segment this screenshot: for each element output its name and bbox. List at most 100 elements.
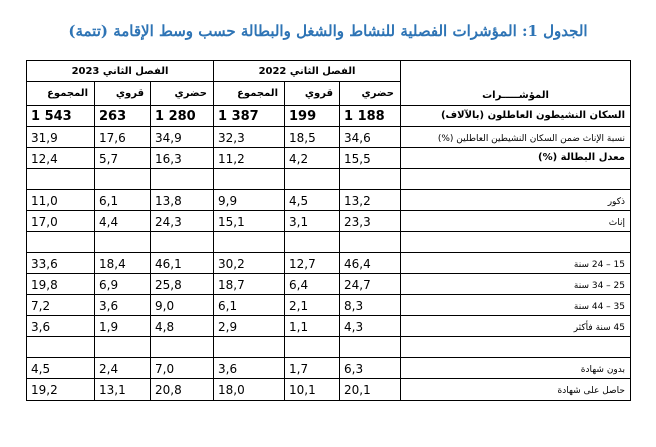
row-label — [401, 232, 631, 253]
cell-total-2022: 2,9 — [214, 316, 285, 337]
cell-urban-2023: 24,3 — [151, 211, 214, 232]
header-rural-2023: قروي — [95, 82, 151, 106]
cell-urban-2022: 1 188 — [340, 106, 401, 127]
cell-total-2023: 17,0 — [26, 211, 95, 232]
cell-total-2022: 18,0 — [214, 379, 285, 401]
cell-rural-2023 — [95, 232, 151, 253]
cell-rural-2023: 13,1 — [95, 379, 151, 401]
header-urban-2023: حضري — [151, 82, 214, 106]
cell-rural-2022 — [285, 232, 340, 253]
cell-urban-2023: 9,0 — [151, 295, 214, 316]
cell-rural-2023: 18,4 — [95, 253, 151, 274]
cell-total-2023: 33,6 — [26, 253, 95, 274]
cell-rural-2022: 199 — [285, 106, 340, 127]
cell-urban-2022: 34,6 — [340, 127, 401, 148]
cell-total-2022: 6,1 — [214, 295, 285, 316]
header-period-2022: الفصل الثاني 2022 — [214, 60, 401, 82]
cell-rural-2022: 12,7 — [285, 253, 340, 274]
cell-rural-2022: 18,5 — [285, 127, 340, 148]
row-label: 15 – 24 سنة — [401, 253, 631, 274]
cell-urban-2022 — [340, 169, 401, 190]
cell-total-2022 — [214, 169, 285, 190]
row-label: معدل البطالة (%) — [401, 148, 631, 169]
cell-total-2023: 11,0 — [26, 190, 95, 211]
cell-rural-2022 — [285, 169, 340, 190]
cell-urban-2022: 4,3 — [340, 316, 401, 337]
cell-total-2023: 19,2 — [26, 379, 95, 401]
table-title: الجدول 1: المؤشرات الفصلية للنشاط والشغل… — [68, 22, 588, 40]
cell-urban-2023: 4,8 — [151, 316, 214, 337]
cell-urban-2022: 23,3 — [340, 211, 401, 232]
cell-total-2023 — [26, 232, 95, 253]
cell-rural-2023: 1,9 — [95, 316, 151, 337]
cell-urban-2023: 25,8 — [151, 274, 214, 295]
cell-rural-2022: 6,4 — [285, 274, 340, 295]
cell-rural-2022: 1,1 — [285, 316, 340, 337]
row-label: 35 – 44 سنة — [401, 295, 631, 316]
row-label: نسبة الإناث ضمن السكان النشيطين العاطلين… — [401, 127, 631, 148]
cell-rural-2023: 6,1 — [95, 190, 151, 211]
header-total-2022: المجموع — [214, 82, 285, 106]
cell-urban-2022 — [340, 337, 401, 358]
header-period-2023: الفصل الثاني 2023 — [26, 60, 214, 82]
cell-rural-2022: 10,1 — [285, 379, 340, 401]
row-label: بدون شهادة — [401, 358, 631, 379]
cell-total-2022: 1 387 — [214, 106, 285, 127]
cell-urban-2023: 34,9 — [151, 127, 214, 148]
cell-urban-2022: 8,3 — [340, 295, 401, 316]
row-label: 25 – 34 سنة — [401, 274, 631, 295]
cell-total-2022: 3,6 — [214, 358, 285, 379]
cell-urban-2022: 20,1 — [340, 379, 401, 401]
cell-total-2023: 31,9 — [26, 127, 95, 148]
row-label — [401, 169, 631, 190]
cell-total-2022: 15,1 — [214, 211, 285, 232]
cell-urban-2023 — [151, 169, 214, 190]
cell-urban-2023: 16,3 — [151, 148, 214, 169]
cell-rural-2023: 5,7 — [95, 148, 151, 169]
cell-total-2022 — [214, 232, 285, 253]
row-label: ذكور — [401, 190, 631, 211]
cell-total-2023: 1 543 — [26, 106, 95, 127]
cell-rural-2023: 3,6 — [95, 295, 151, 316]
cell-rural-2022: 1,7 — [285, 358, 340, 379]
cell-rural-2023: 17,6 — [95, 127, 151, 148]
cell-urban-2022: 46,4 — [340, 253, 401, 274]
cell-urban-2023: 7,0 — [151, 358, 214, 379]
cell-rural-2023: 2,4 — [95, 358, 151, 379]
cell-urban-2022 — [340, 232, 401, 253]
cell-urban-2023 — [151, 337, 214, 358]
cell-rural-2023: 4,4 — [95, 211, 151, 232]
cell-total-2022: 18,7 — [214, 274, 285, 295]
cell-total-2023: 3,6 — [26, 316, 95, 337]
cell-total-2022: 9,9 — [214, 190, 285, 211]
row-label: السكان النشيطون العاطلون (بالآلاف) — [401, 106, 631, 127]
cell-urban-2022: 6,3 — [340, 358, 401, 379]
cell-urban-2023: 1 280 — [151, 106, 214, 127]
cell-total-2023: 4,5 — [26, 358, 95, 379]
header-indicators: المؤشـــــرات — [401, 60, 631, 106]
header-total-2023: المجموع — [26, 82, 95, 106]
cell-total-2022: 30,2 — [214, 253, 285, 274]
cell-total-2023 — [26, 337, 95, 358]
cell-rural-2023 — [95, 337, 151, 358]
cell-urban-2023: 46,1 — [151, 253, 214, 274]
cell-total-2022: 32,3 — [214, 127, 285, 148]
cell-rural-2022: 2,1 — [285, 295, 340, 316]
header-rural-2022: قروي — [285, 82, 340, 106]
cell-rural-2022 — [285, 337, 340, 358]
cell-urban-2022: 13,2 — [340, 190, 401, 211]
cell-total-2023 — [26, 169, 95, 190]
header-urban-2022: حضري — [340, 82, 401, 106]
cell-urban-2023 — [151, 232, 214, 253]
row-label: حاصل على شهادة — [401, 379, 631, 401]
cell-total-2023: 19,8 — [26, 274, 95, 295]
cell-rural-2023 — [95, 169, 151, 190]
cell-rural-2022: 3,1 — [285, 211, 340, 232]
cell-urban-2022: 15,5 — [340, 148, 401, 169]
cell-total-2023: 7,2 — [26, 295, 95, 316]
cell-total-2022: 11,2 — [214, 148, 285, 169]
row-label — [401, 337, 631, 358]
cell-total-2022 — [214, 337, 285, 358]
row-label: 45 سنة فأكثر — [401, 316, 631, 337]
cell-urban-2023: 13,8 — [151, 190, 214, 211]
